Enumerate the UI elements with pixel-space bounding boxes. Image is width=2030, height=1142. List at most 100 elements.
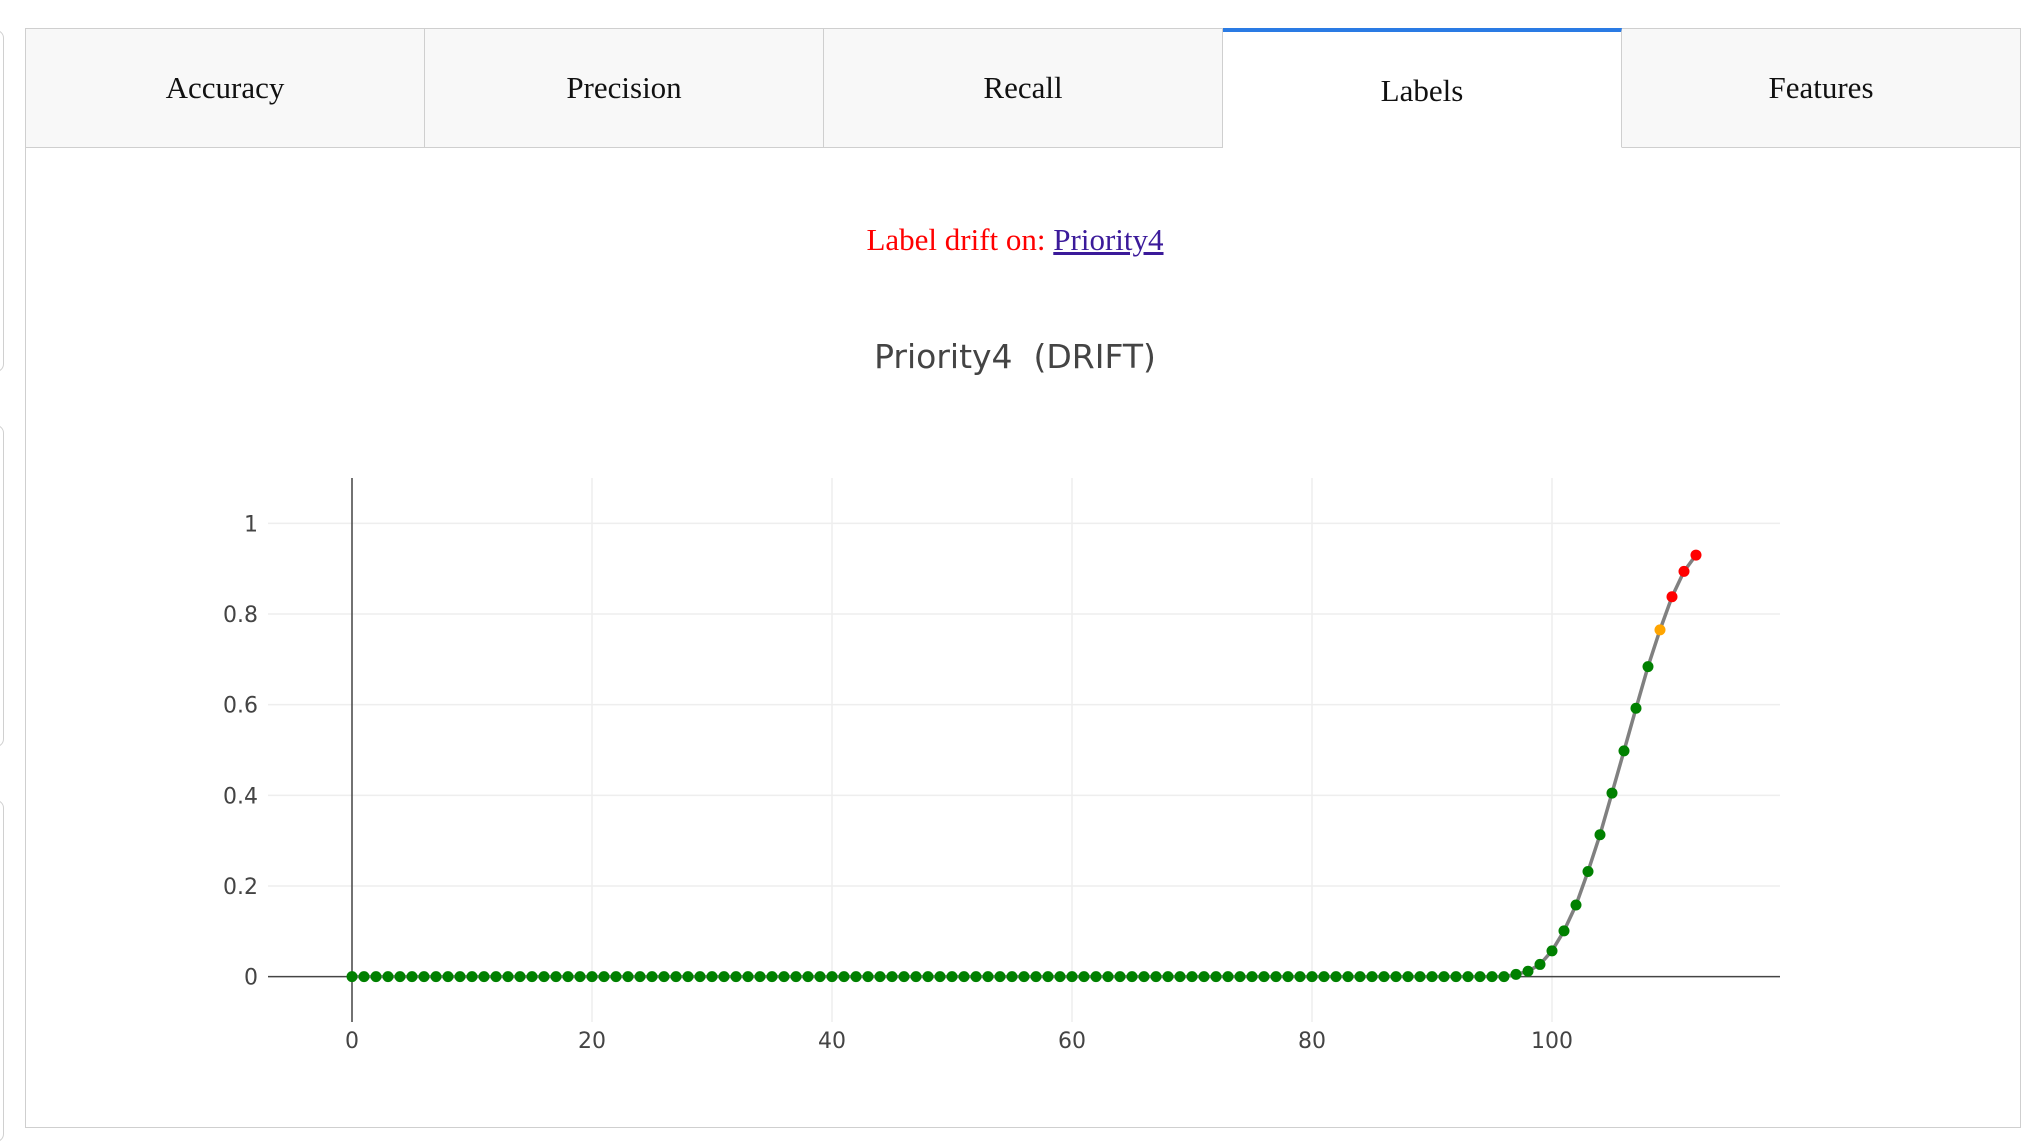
drift-feature-link[interactable]: Priority4 [1053, 222, 1164, 257]
chart-gridlines [268, 478, 1780, 1022]
data-point-ok [526, 971, 538, 983]
data-point-ok [1054, 971, 1066, 983]
data-point-ok [838, 971, 850, 983]
data-point-ok [370, 971, 382, 983]
data-point-ok [910, 971, 922, 983]
data-point-ok [358, 971, 370, 983]
data-point-ok [574, 971, 586, 983]
data-point-drift [1666, 591, 1678, 603]
tab-labels[interactable]: Labels [1223, 28, 1622, 148]
data-point-ok [1294, 971, 1306, 983]
data-point-ok [1162, 971, 1174, 983]
x-tick-label: 20 [578, 1029, 606, 1054]
data-point-ok [1546, 945, 1558, 957]
data-point-ok [754, 971, 766, 983]
data-point-ok [874, 971, 886, 983]
data-point-ok [1402, 971, 1414, 983]
data-point-ok [1378, 971, 1390, 983]
data-point-ok [1306, 971, 1318, 983]
data-point-ok [934, 971, 946, 983]
data-point-ok [454, 971, 466, 983]
data-point-ok [406, 971, 418, 983]
data-point-ok [1330, 971, 1342, 983]
data-point-ok [538, 971, 550, 983]
data-point-ok [1234, 971, 1246, 983]
data-point-ok [598, 971, 610, 983]
data-point-ok [346, 971, 358, 983]
data-point-ok [670, 971, 682, 983]
chart-ticks: 0 20 40 60 80 100 0 0.2 0.4 0.6 0.8 1 [223, 512, 1573, 1054]
data-point-ok [826, 971, 838, 983]
data-point-ok [1618, 745, 1630, 757]
drift-notice: Label drift on: Priority4 [0, 222, 2030, 258]
data-point-ok [1078, 971, 1090, 983]
data-point-ok [862, 971, 874, 983]
data-point-ok [802, 971, 814, 983]
data-point-ok [466, 971, 478, 983]
chart-points [346, 549, 1702, 983]
y-tick-label: 0 [244, 966, 258, 991]
data-point-ok [1558, 925, 1570, 937]
series-line [352, 554, 1698, 979]
data-point-ok [982, 971, 994, 983]
drift-chart: 0 20 40 60 80 100 0 0.2 0.4 0.6 0.8 1 [223, 478, 1780, 1054]
chart-axes [268, 478, 1780, 1022]
data-point-ok [1318, 971, 1330, 983]
data-point-ok [562, 971, 574, 983]
data-point-ok [610, 971, 622, 983]
y-tick-label: 0.6 [223, 694, 258, 719]
data-point-ok [1138, 971, 1150, 983]
data-point-ok [778, 971, 790, 983]
data-point-ok [1018, 971, 1030, 983]
data-point-ok [1510, 968, 1522, 980]
data-point-ok [742, 971, 754, 983]
tab-features[interactable]: Features [1622, 29, 2020, 148]
data-point-drift [1678, 565, 1690, 577]
data-point-ok [1174, 971, 1186, 983]
data-point-ok [1186, 971, 1198, 983]
chart-series-line [352, 554, 1698, 979]
y-tick-label: 0.2 [223, 875, 258, 900]
y-tick-label: 0.8 [223, 603, 258, 628]
x-tick-label: 40 [818, 1029, 846, 1054]
data-point-ok [646, 971, 658, 983]
data-point-warning [1654, 624, 1666, 636]
data-point-ok [898, 971, 910, 983]
x-tick-label: 60 [1058, 1029, 1086, 1054]
data-point-ok [922, 971, 934, 983]
data-point-ok [766, 971, 778, 983]
data-point-ok [634, 971, 646, 983]
x-tick-label: 80 [1298, 1029, 1326, 1054]
x-tick-label: 0 [345, 1029, 359, 1054]
x-tick-label: 100 [1531, 1029, 1573, 1054]
data-point-ok [814, 971, 826, 983]
chart-title: Priority4 (DRIFT) [874, 337, 1156, 376]
data-point-ok [1450, 971, 1462, 983]
data-point-ok [1366, 971, 1378, 983]
data-point-ok [1030, 971, 1042, 983]
data-point-ok [886, 971, 898, 983]
data-point-ok [1150, 971, 1162, 983]
data-point-ok [1126, 971, 1138, 983]
data-point-ok [658, 971, 670, 983]
data-point-ok [430, 971, 442, 983]
data-point-ok [1570, 899, 1582, 911]
data-point-ok [1258, 971, 1270, 983]
data-point-ok [502, 971, 514, 983]
y-tick-label: 0.4 [223, 784, 258, 809]
data-point-ok [394, 971, 406, 983]
data-point-ok [1282, 971, 1294, 983]
data-point-ok [418, 971, 430, 983]
tab-precision[interactable]: Precision [425, 29, 824, 148]
data-point-ok [1462, 971, 1474, 983]
drift-panel: Accuracy Precision Recall Labels Feature… [25, 28, 2021, 1128]
data-point-ok [994, 971, 1006, 983]
y-tick-label: 1 [244, 512, 258, 537]
data-point-ok [730, 971, 742, 983]
data-point-ok [1606, 787, 1618, 799]
data-point-ok [1102, 971, 1114, 983]
tab-recall[interactable]: Recall [824, 29, 1223, 148]
tab-accuracy[interactable]: Accuracy [26, 29, 425, 148]
data-point-ok [790, 971, 802, 983]
data-point-ok [514, 971, 526, 983]
